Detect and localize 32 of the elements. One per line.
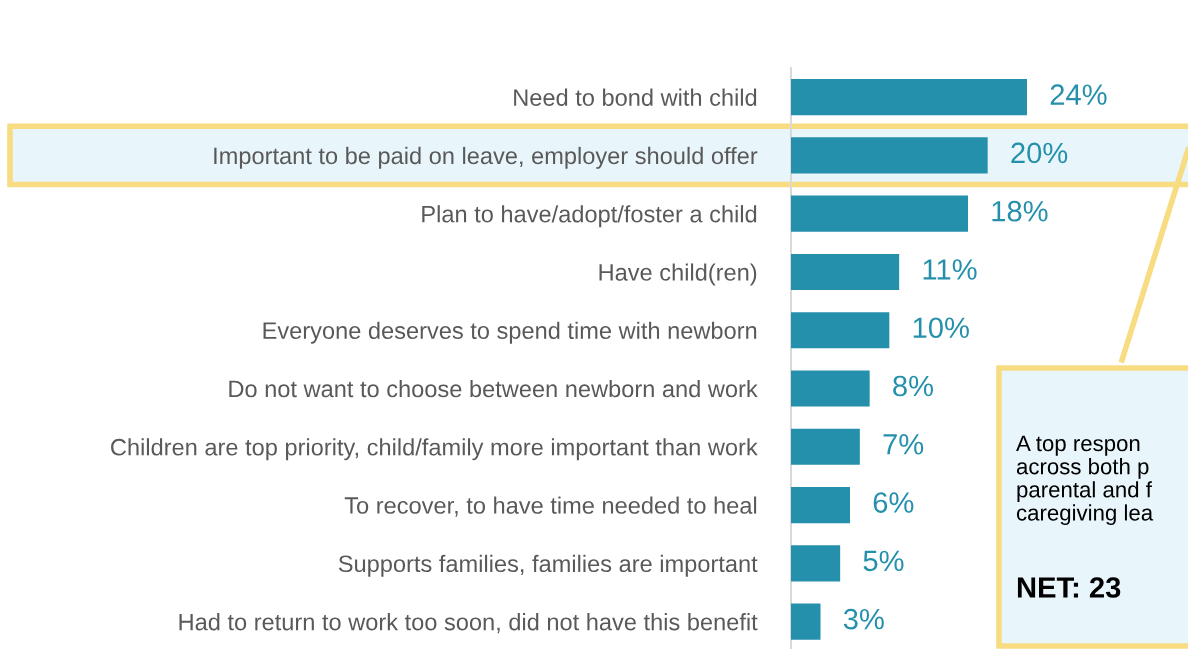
y-tick-label: Supports families, families are important — [338, 554, 758, 577]
data-label: 10% — [913, 317, 969, 339]
data-label: 5% — [863, 550, 904, 572]
bar — [791, 603, 821, 640]
data-label: 18% — [992, 200, 1048, 222]
bar — [791, 487, 850, 524]
bar — [791, 79, 1027, 116]
bar — [791, 428, 860, 465]
data-label: 7% — [883, 434, 924, 455]
y-tick-label: Do not want to choose between newborn and work — [229, 379, 758, 398]
bar — [791, 545, 841, 582]
data-label: 3% — [843, 608, 884, 630]
bar — [791, 312, 890, 349]
data-label: 6% — [873, 492, 914, 513]
y-tick-label: Children are top priority, child/family more important than work — [111, 438, 758, 461]
y-tick-label: Need to bond with child — [514, 88, 757, 106]
bar — [791, 137, 988, 174]
y-tick-label: Everyone deserves to spend time with newborn — [263, 321, 757, 344]
bar — [791, 253, 900, 291]
data-label: 20% — [1011, 142, 1068, 164]
annotation: NET: 23 — [1017, 577, 1121, 598]
y-tick-label: Important to be paid on leave, employer should offer — [214, 146, 758, 169]
y-tick-label: To recover, to have time needed to heal — [344, 496, 757, 517]
data-label: 8% — [893, 375, 934, 397]
data-label: 11% — [923, 259, 977, 280]
bar — [791, 195, 968, 232]
data-label: 24% — [1050, 84, 1107, 105]
annotation: A top respon across both p parental and f caregiving lea — [1016, 435, 1154, 526]
y-tick-label: Had to return to work too soon, did not have this benefit — [179, 613, 758, 634]
bar — [791, 370, 870, 407]
y-tick-label: Plan to have/adopt/foster a child — [422, 205, 757, 228]
y-tick-label: Have child(ren) — [599, 263, 757, 286]
